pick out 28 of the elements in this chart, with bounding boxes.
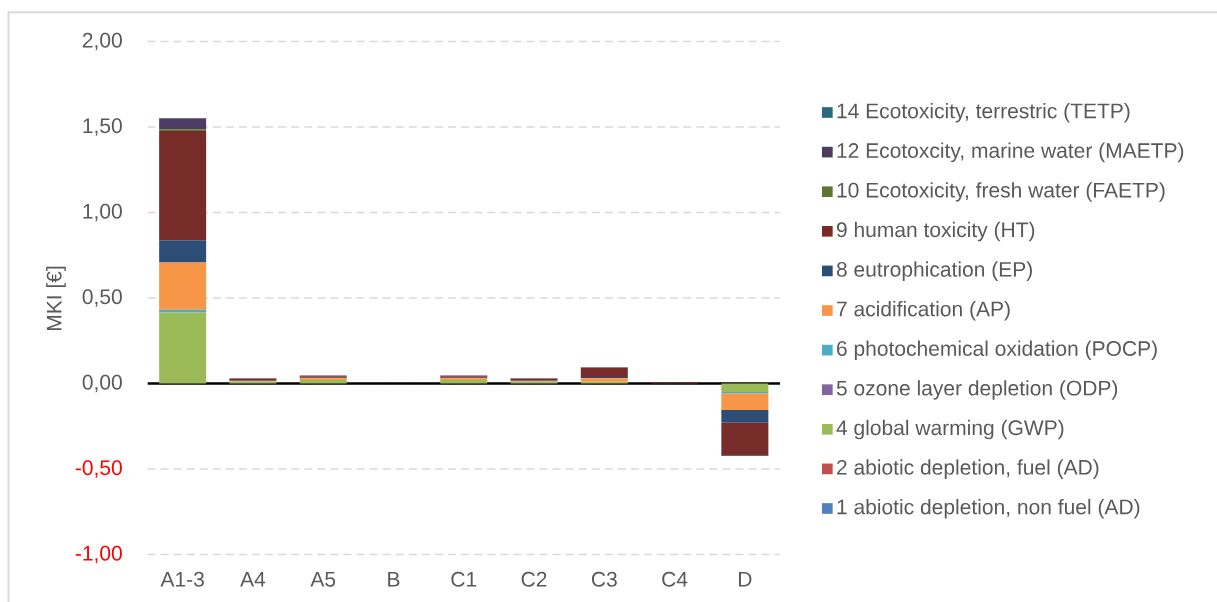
x-tick-label: C4 — [662, 571, 688, 587]
legend-label: 6 photochemical oxidation (POCP) — [837, 340, 1157, 361]
x-tick-label: C1 — [451, 571, 477, 587]
y-tick-label: -1,00 — [75, 545, 122, 564]
legend-label: 9 human toxicity (HT) — [836, 221, 1035, 242]
x-tick-label: C2 — [521, 571, 547, 587]
y-tick-label: 1,50 — [83, 118, 122, 136]
y-tick-label: 2,00 — [82, 32, 122, 51]
y-tick-label: 0,00 — [82, 374, 122, 393]
x-tick-label: A4 — [240, 572, 266, 587]
y-axis-title: MKI [€] — [46, 266, 66, 331]
legend-label: 7 acidification (AP) — [837, 300, 1010, 321]
legend-label: 10 Ecotoxicity, fresh water (FAETP) — [837, 182, 1165, 202]
y-tick-label: -0,50 — [75, 460, 122, 478]
legend-label: 5 ozone layer depletion (ODP) — [836, 380, 1118, 400]
x-tick-label: A5 — [310, 572, 336, 587]
legend-label: 1 abiotic depletion, non fuel (AD) — [837, 498, 1140, 519]
x-tick-label: D — [738, 572, 752, 587]
legend-label: 12 Ecotoxcity, marine water (MAETP) — [837, 142, 1184, 163]
x-tick-label: C3 — [591, 571, 617, 587]
legend-label: 2 abiotic depletion, fuel (AD) — [837, 459, 1099, 479]
y-tick-label: 1,00 — [83, 203, 122, 222]
legend-label: 14 Ecotoxicity, terrestric (TETP) — [837, 102, 1130, 123]
legend-label: 4 global warming (GWP) — [836, 419, 1064, 440]
y-tick-label: 0,50 — [82, 289, 122, 307]
x-tick-label: B — [388, 572, 400, 587]
legend-label: 8 eutrophication (EP) — [836, 261, 1032, 281]
x-tick-label: A1-3 — [160, 571, 204, 587]
